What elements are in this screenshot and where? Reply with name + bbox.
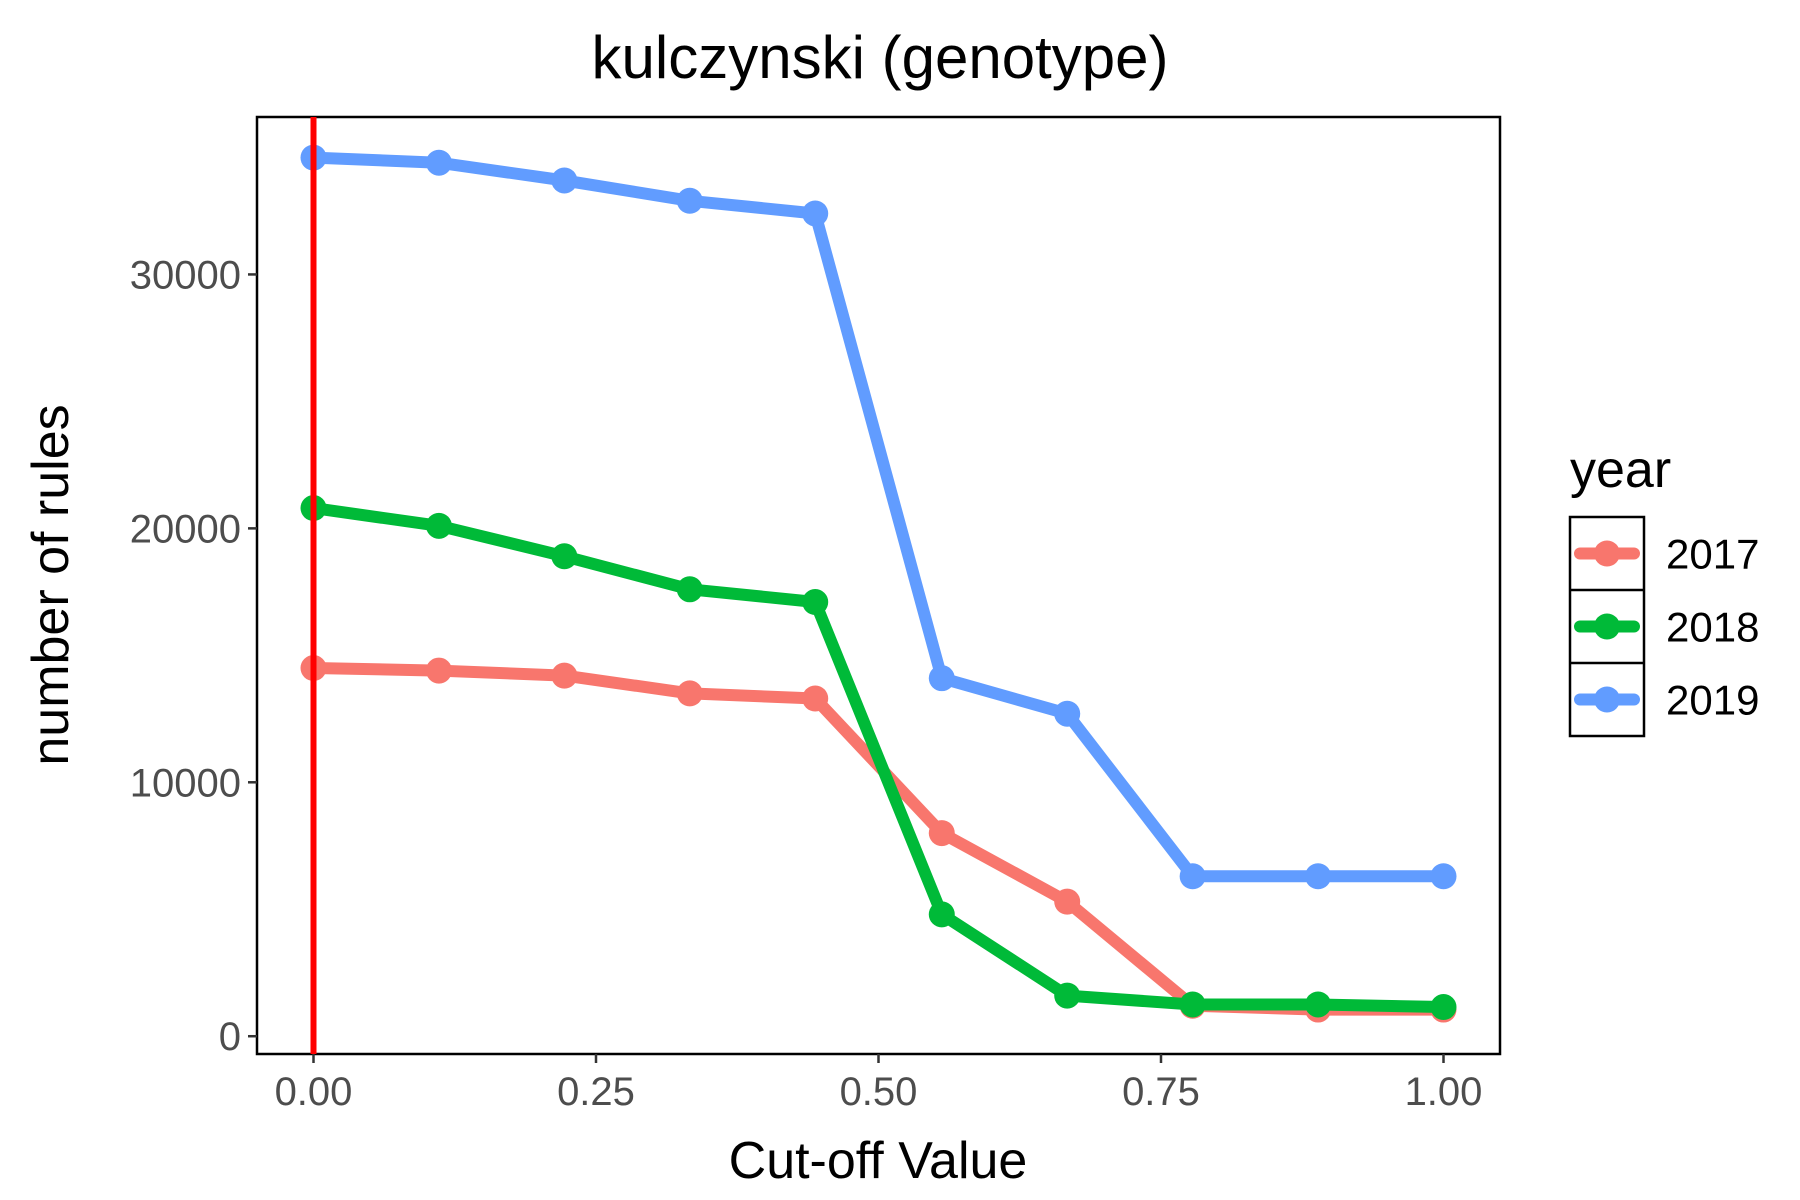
legend-label: 2019 <box>1666 677 1759 724</box>
series-line-2018 <box>307 502 1450 1013</box>
data-point-2017 <box>676 680 703 707</box>
data-point-2018 <box>1179 991 1206 1018</box>
data-point-2019 <box>1430 863 1457 890</box>
series-2019 <box>300 144 1457 890</box>
data-point-2018 <box>676 576 703 603</box>
legend-key-point <box>1594 686 1620 713</box>
data-point-2018 <box>802 589 829 616</box>
data-point-2019 <box>1054 700 1081 727</box>
data-point-2017 <box>551 662 578 689</box>
x-axis-title: Cut-off Value <box>729 1132 1028 1190</box>
series-layer <box>300 144 1457 1023</box>
data-point-2019 <box>676 187 703 214</box>
data-point-2018 <box>551 543 578 570</box>
y-axis-title: number of rules <box>22 404 80 765</box>
data-point-2017 <box>425 657 452 684</box>
chart-title: kulczynski (genotype) <box>592 24 1169 91</box>
x-tick-label: 0.00 <box>275 1070 353 1114</box>
legend-label: 2018 <box>1666 604 1759 651</box>
data-point-2018 <box>1430 994 1457 1021</box>
data-point-2018 <box>1054 982 1081 1009</box>
data-point-2019 <box>551 167 578 194</box>
y-tick-label: 10000 <box>130 761 241 805</box>
data-point-2017 <box>928 820 955 847</box>
data-point-2019 <box>802 200 829 227</box>
data-point-2017 <box>1054 888 1081 915</box>
legend-item-2017: 2017 <box>1574 531 1759 578</box>
legend-item-2018: 2018 <box>1570 588 1759 651</box>
plot-panel <box>255 115 1502 1056</box>
data-point-2018 <box>928 901 955 928</box>
legend-label: 2017 <box>1666 531 1759 578</box>
y-tick-label: 0 <box>219 1015 241 1059</box>
y-axis: 0 10000 20000 30000 <box>130 253 257 1059</box>
legend: year 2017 2018 2019 <box>1568 441 1759 738</box>
x-tick-label: 0.75 <box>1122 1070 1200 1114</box>
data-point-2017 <box>802 685 829 712</box>
data-point-2018 <box>425 512 452 539</box>
data-point-2018 <box>1305 991 1332 1018</box>
series-2018 <box>300 495 1457 1021</box>
legend-items: 2017 2018 2019 <box>1570 531 1759 724</box>
x-axis: 0.00 0.25 0.50 0.75 1.00 <box>275 1054 1483 1114</box>
data-point-2019 <box>1179 863 1206 890</box>
legend-item-2019: 2019 <box>1570 661 1759 724</box>
x-tick-label: 0.50 <box>840 1070 918 1114</box>
y-tick-label: 20000 <box>130 507 241 551</box>
x-tick-label: 1.00 <box>1405 1070 1483 1114</box>
x-tick-label: 0.25 <box>557 1070 635 1114</box>
legend-title: year <box>1570 441 1671 499</box>
data-point-2019 <box>425 149 452 176</box>
legend-key-point <box>1594 540 1620 567</box>
series-line-2019 <box>307 151 1450 883</box>
data-point-2019 <box>1305 863 1332 890</box>
legend-key-point <box>1594 613 1620 640</box>
y-tick-label: 30000 <box>130 253 241 297</box>
data-point-2019 <box>928 665 955 692</box>
